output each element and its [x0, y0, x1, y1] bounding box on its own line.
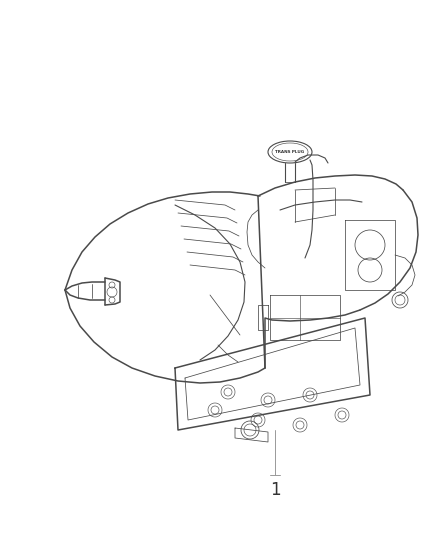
Text: 1: 1 [270, 481, 280, 499]
Text: TRANS PLUG: TRANS PLUG [276, 150, 304, 154]
